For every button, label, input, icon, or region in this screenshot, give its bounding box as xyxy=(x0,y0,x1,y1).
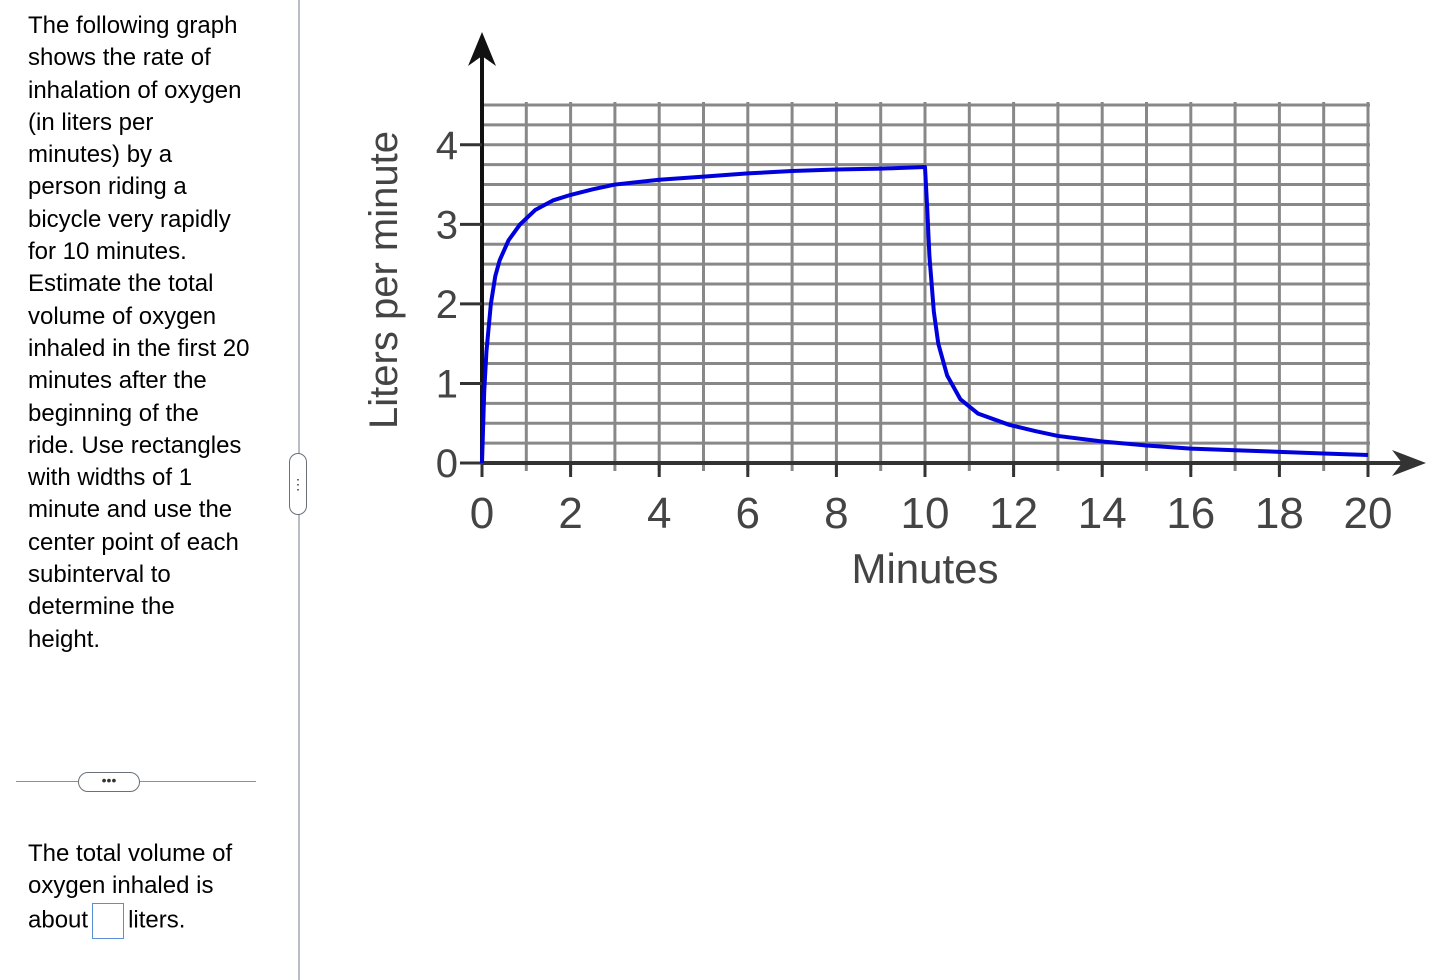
question: The following graph shows the rate of in… xyxy=(28,12,250,653)
line-series xyxy=(480,165,1369,464)
arrow-head xyxy=(1392,450,1426,476)
expand-button[interactable]: ••• xyxy=(78,772,140,792)
arrow-head xyxy=(468,32,496,66)
x-tick-label: 10 xyxy=(901,489,950,538)
answer: The total volume of oxygen inhaled is ab… xyxy=(28,838,268,939)
resize-handle[interactable]: ⋮ xyxy=(289,453,307,515)
y-tick-label: 1 xyxy=(436,362,458,406)
x-tick-label: 8 xyxy=(824,489,848,538)
y-tick-label: 0 xyxy=(436,442,458,486)
y-tick-label: 4 xyxy=(436,124,458,168)
x-tick-label: 0 xyxy=(470,489,494,538)
x-tick-label: 18 xyxy=(1255,489,1304,538)
x-tick-label: 20 xyxy=(1344,489,1393,538)
answer-input[interactable] xyxy=(92,902,125,939)
x-axis-label: Minutes xyxy=(851,545,998,592)
answer-suffix: liters. xyxy=(128,905,186,933)
x-tick-label: 6 xyxy=(736,489,760,538)
answer-prefix: The total volume of oxygen inhaled is ab… xyxy=(28,840,233,933)
y-tick-label: 3 xyxy=(436,203,458,247)
x-tick-label: 4 xyxy=(647,489,671,538)
y-axis-label: Liters per minute xyxy=(362,131,406,429)
x-tick-label: 12 xyxy=(989,489,1038,538)
x-tick-label: 2 xyxy=(558,489,582,538)
x-tick-label: 14 xyxy=(1078,489,1127,538)
y-tick-label: 2 xyxy=(436,283,458,327)
x-tick-label: 16 xyxy=(1166,489,1215,538)
